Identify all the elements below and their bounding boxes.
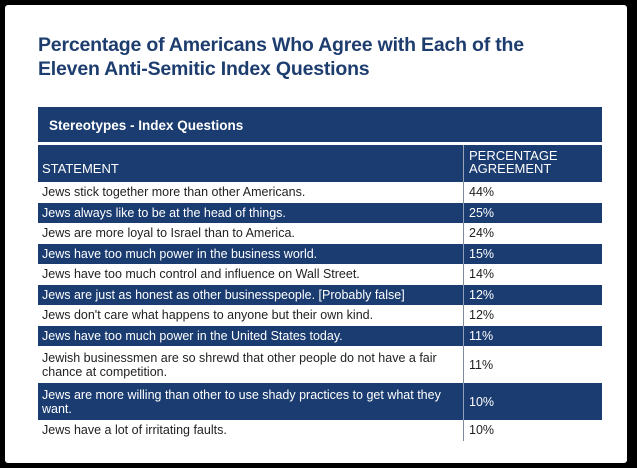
agreement-value-cell: 10% xyxy=(463,383,602,420)
statement-cell: Jews are just as honest as other busines… xyxy=(42,287,405,302)
agreement-value-cell: 44% xyxy=(463,182,602,203)
statement-cell: Jews are more loyal to Israel than to Am… xyxy=(42,226,295,241)
column-header-agreement-line-2: AGREEMENT xyxy=(469,161,552,176)
chart-title: Percentage of Americans Who Agree with E… xyxy=(38,33,608,81)
table-row: Jews have too much power in the business… xyxy=(38,243,602,264)
data-table: Stereotypes - Index Questions STATEMENT … xyxy=(38,107,602,441)
chart-title-line-2: Eleven Anti-Semitic Index Questions xyxy=(38,58,370,80)
table-row: Jews stick together more than other Amer… xyxy=(38,182,602,203)
chart-title-line-1: Percentage of Americans Who Agree with E… xyxy=(38,34,524,56)
table-body: Jews stick together more than other Amer… xyxy=(38,182,602,441)
agreement-value-cell: 12% xyxy=(463,305,602,326)
table-row: Jews are just as honest as other busines… xyxy=(38,284,602,305)
agreement-value-cell: 10% xyxy=(463,420,602,441)
agreement-value-cell: 11% xyxy=(463,346,602,383)
column-header-row: STATEMENT PERCENTAGE AGREEMENT xyxy=(38,145,602,182)
agreement-value-cell: 25% xyxy=(463,202,602,223)
agreement-value-cell: 12% xyxy=(463,284,602,305)
table-row: Jews are more loyal to Israel than to Am… xyxy=(38,223,602,244)
agreement-value-cell: 14% xyxy=(463,264,602,285)
table-row: Jews always like to be at the head of th… xyxy=(38,202,602,223)
agreement-value-cell: 15% xyxy=(463,243,602,264)
statement-cell: Jews have too much control and influence… xyxy=(42,267,360,282)
agreement-value-cell: 24% xyxy=(463,223,602,244)
chart-card: Percentage of Americans Who Agree with E… xyxy=(5,5,627,463)
agreement-value-cell: 11% xyxy=(463,325,602,346)
statement-cell: Jews are more willing than other to use … xyxy=(42,387,441,416)
section-header: Stereotypes - Index Questions xyxy=(38,107,602,145)
statement-cell: Jews have too much power in the United S… xyxy=(42,328,343,343)
table-row: Jews are more willing than other to use … xyxy=(38,383,602,420)
statement-cell: Jews always like to be at the head of th… xyxy=(42,205,286,220)
table-row: Jews have too much control and influence… xyxy=(38,264,602,285)
statement-cell: Jews stick together more than other Amer… xyxy=(42,185,306,200)
statement-cell: Jews have a lot of irritating faults. xyxy=(42,423,227,438)
column-header-agreement: PERCENTAGE AGREEMENT xyxy=(463,145,602,182)
statement-cell: Jews don't care what happens to anyone b… xyxy=(42,308,374,323)
column-header-statement: STATEMENT xyxy=(42,161,119,176)
statement-cell: Jews have too much power in the business… xyxy=(42,246,318,261)
table-row: Jews have too much power in the United S… xyxy=(38,325,602,346)
column-header-agreement-line-1: PERCENTAGE xyxy=(469,148,558,163)
statement-cell: Jewish businessmen are so shrewd that ot… xyxy=(42,350,437,379)
table-row: Jews don't care what happens to anyone b… xyxy=(38,305,602,326)
table-row: Jewish businessmen are so shrewd that ot… xyxy=(38,346,602,383)
table-row: Jews have a lot of irritating faults. 10% xyxy=(38,420,602,441)
